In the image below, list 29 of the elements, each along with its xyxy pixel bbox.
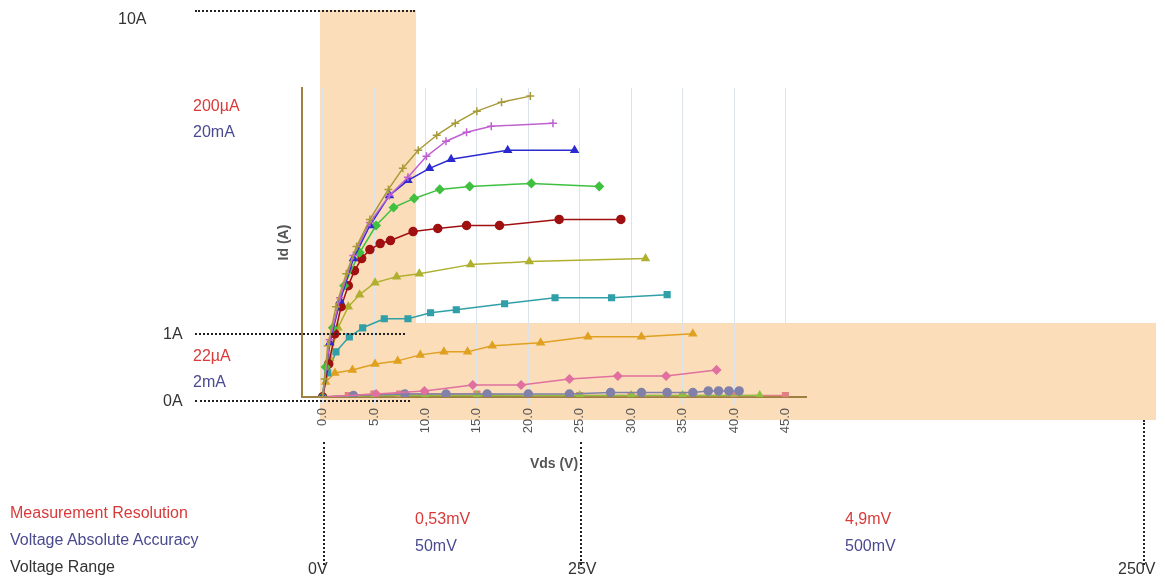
text: 10A [118,9,147,29]
x-tick-label: 40.0 [725,408,741,434]
text: 250V [1118,559,1156,579]
text: 20mA [193,122,235,142]
x-tick-label: 45.0 [777,408,793,434]
text: 2mA [193,372,226,392]
text: 22µA [193,346,231,366]
x-axis-title: Vds (V) [529,455,579,472]
text: 4,9mV [845,509,892,529]
x-tick-label: 10.0 [417,408,433,434]
x-tick-label: 35.0 [674,408,690,434]
text: Voltage Absolute Accuracy [10,530,199,550]
text: 0V [308,559,328,579]
x-tick-label: 30.0 [622,408,638,434]
text: 500mV [845,536,896,556]
text: 1A [163,324,183,344]
text: 25V [568,559,597,579]
text: Measurement Resolution [10,503,188,523]
text: 0,53mV [415,509,471,529]
text: 50mV [415,536,457,556]
y-axis-title: Id (A) [275,224,292,261]
text: Voltage Range [10,557,115,577]
x-tick-label: 20.0 [519,408,535,434]
text: 0A [163,391,183,411]
x-tick-label: 0.0 [314,408,330,427]
x-tick-label: 5.0 [365,408,381,427]
text: 200µA [193,96,240,116]
x-tick-label: 25.0 [571,408,587,434]
x-tick-label: 15.0 [468,408,484,434]
